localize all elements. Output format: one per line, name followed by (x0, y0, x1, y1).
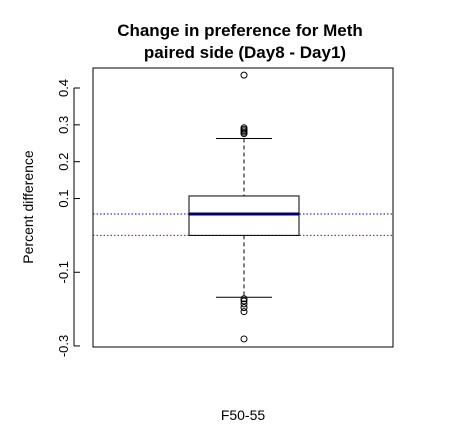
box-plot (188, 137, 300, 298)
y-axis: -0.3 -0.1 0.1 0.2 0.3 0.4 (56, 79, 80, 357)
y-tick-label: 0.2 (56, 153, 71, 171)
y-tick-label: 0.3 (56, 116, 71, 134)
plot-area-frame (92, 67, 394, 348)
outlier-point (240, 304, 248, 312)
reference-lines (93, 213, 393, 236)
y-tick-label: -0.1 (56, 261, 71, 283)
chart-title-line-1: Change in preference for Meth (117, 21, 363, 40)
y-axis-label: Percent difference (20, 150, 36, 264)
x-axis-label: F50-55 (221, 407, 266, 423)
outlier-point (240, 130, 248, 138)
outlier-point (240, 300, 248, 308)
chart-title-line-2: paired side (Day8 - Day1) (144, 43, 346, 62)
outlier-point (240, 71, 248, 79)
y-tick-label: 0.4 (56, 79, 71, 97)
outlier-point (240, 335, 248, 343)
outlier-point (240, 297, 248, 305)
outlier-point (240, 308, 248, 316)
y-tick-label: 0.1 (56, 190, 71, 208)
outlier-point (240, 295, 248, 303)
y-tick-label: -0.3 (56, 335, 71, 357)
outliers (240, 71, 248, 343)
interquartile-box (188, 195, 300, 236)
